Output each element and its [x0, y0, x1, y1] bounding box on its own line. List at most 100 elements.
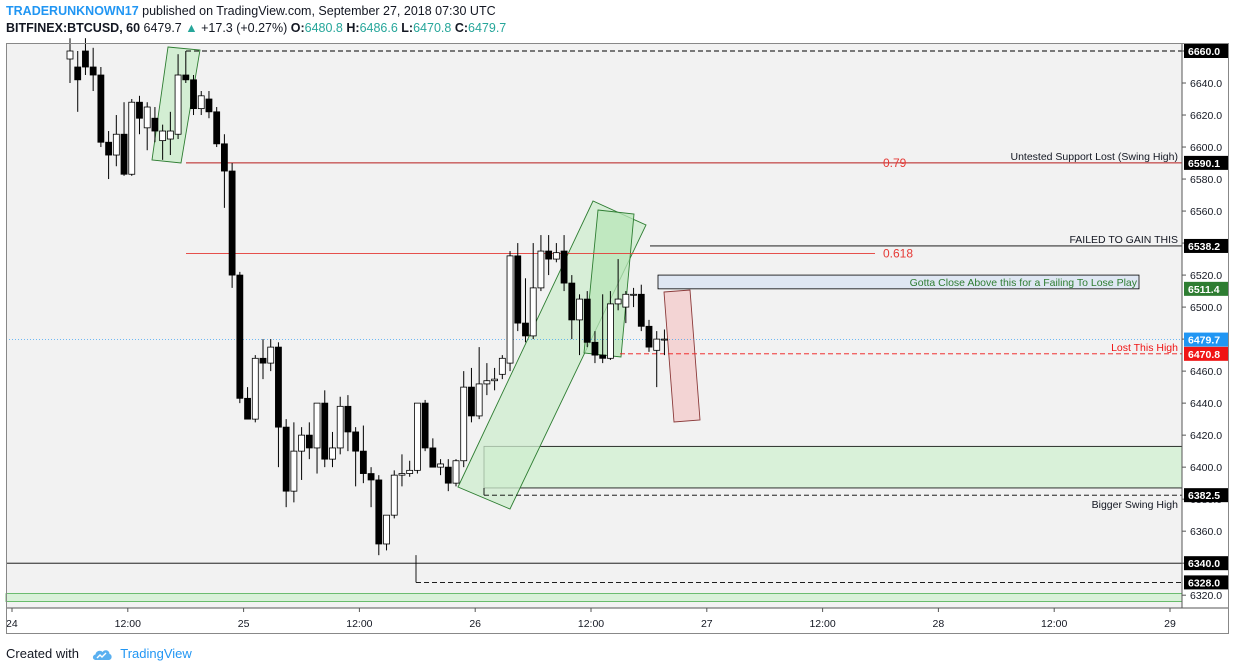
price-tag	[1184, 44, 1228, 59]
candle-body	[305, 434, 313, 449]
candle-body	[522, 322, 529, 337]
channel-box	[663, 289, 701, 423]
zones-layer	[5, 274, 1183, 602]
candle-body	[336, 405, 344, 449]
candle-body	[236, 274, 244, 399]
price-axis[interactable]	[1182, 43, 1229, 608]
low-value: 6470.8	[413, 21, 452, 35]
candle-body	[159, 130, 167, 142]
x-axis-labels: 24 12:00 25 12:00 26 12:00 27 12:00 28 12:00 29	[6, 608, 1176, 630]
time-axis[interactable]	[6, 608, 1229, 634]
candle-body	[607, 303, 614, 359]
open-value: 6480.8	[304, 21, 343, 35]
close-value: 6479.7	[468, 21, 507, 35]
candle-body	[545, 250, 553, 260]
y-tick-label: 6560.0	[1190, 206, 1222, 218]
candle-body	[599, 354, 607, 359]
x-tick-label: 12:00	[1041, 618, 1067, 630]
y-tick-label: 6460.0	[1190, 366, 1222, 378]
candle-body	[653, 338, 661, 351]
candle-body	[313, 402, 321, 449]
candle-body	[267, 346, 275, 364]
y-tick-label: 6500.0	[1190, 302, 1222, 314]
candle-body	[112, 133, 120, 156]
candle-body	[367, 473, 375, 481]
tradingview-cloud-icon	[92, 649, 112, 660]
price-tag-label: 6340.0	[1188, 558, 1220, 570]
candle-body	[614, 298, 622, 305]
zone-label: Gotta Close Above this for a Failing To …	[910, 277, 1138, 289]
candle-body	[128, 101, 136, 175]
zone-box	[657, 274, 1140, 290]
candle-body	[375, 479, 383, 545]
candle-body	[174, 74, 182, 135]
levels-layer	[6, 50, 1182, 583]
price-tag-label: 6511.4	[1188, 284, 1220, 296]
tradingview-brand-link[interactable]: TradingView	[120, 646, 192, 661]
candle-body	[475, 383, 483, 417]
candle-body	[136, 101, 143, 119]
candle-body	[82, 50, 89, 68]
candle-body	[576, 298, 583, 321]
candle-body	[429, 447, 437, 468]
candle-body	[275, 346, 282, 428]
candle-body	[421, 402, 429, 449]
x-tick-label: 12:00	[809, 618, 835, 630]
candle-body	[151, 117, 159, 132]
candle-body	[444, 466, 452, 484]
candle-body	[166, 130, 174, 140]
y-tick-label: 6580.0	[1190, 174, 1222, 186]
candle-body	[352, 431, 360, 452]
x-tick-label: 12:00	[346, 618, 372, 630]
author-link[interactable]: TRADERUNKNOWN17	[6, 4, 139, 18]
candle-body	[205, 98, 213, 113]
fib-label: 0.79	[883, 156, 907, 170]
up-arrow-icon: ▲	[185, 21, 198, 35]
price-tag	[1184, 556, 1228, 571]
symbol-label[interactable]: BITFINEX:BTCUSD, 60	[6, 21, 141, 35]
x-tick-label: 12:00	[115, 618, 141, 630]
y-tick-label: 6600.0	[1190, 142, 1222, 154]
candle-body	[89, 66, 97, 76]
low-label: L:	[401, 21, 414, 35]
price-tag-label: 6660.0	[1188, 46, 1220, 58]
price-tag-label: 6470.8	[1188, 349, 1220, 361]
labels-layer: Gotta Close Above this for a Failing To …	[883, 151, 1178, 511]
price-tag	[1184, 238, 1228, 253]
price-tag	[1184, 281, 1228, 296]
candles-layer	[66, 38, 668, 556]
candle-body	[282, 426, 290, 492]
candle-body	[452, 460, 460, 484]
candle-body	[329, 447, 336, 460]
y-tick-label: 6420.0	[1190, 430, 1222, 442]
candle-body	[460, 386, 468, 462]
y-tick-label: 6640.0	[1190, 78, 1222, 90]
x-tick-label: 25	[238, 618, 250, 630]
price-tag-label: 6382.5	[1188, 490, 1220, 502]
x-tick-label: 27	[701, 618, 713, 630]
candle-body	[514, 255, 522, 324]
y-tick-label: 6320.0	[1190, 590, 1222, 602]
last-price: 6479.7	[143, 21, 182, 35]
price-tag-label: 6590.1	[1188, 158, 1220, 170]
candle-body	[498, 357, 506, 375]
level-label: Lost This High	[1111, 342, 1178, 354]
candle-body	[568, 282, 576, 321]
price-chart[interactable]: Gotta Close Above this for a Failing To …	[0, 0, 1235, 640]
candle-body	[437, 463, 444, 468]
candle-body	[483, 380, 491, 385]
candle-body	[66, 50, 74, 60]
candle-body	[74, 66, 82, 81]
candle-body	[560, 250, 568, 284]
close-label: C:	[454, 21, 469, 35]
price-tag-label: 6328.0	[1188, 577, 1220, 589]
candle-body	[298, 434, 306, 452]
candle-body	[97, 74, 105, 143]
candle-body	[591, 341, 599, 356]
level-label: Untested Support Lost (Swing High)	[1010, 151, 1178, 163]
y-tick-label: 6520.0	[1190, 270, 1222, 282]
candle-body	[398, 473, 406, 476]
high-value: 6486.6	[359, 21, 398, 35]
candle-body	[143, 106, 151, 129]
chart-header: TRADERUNKNOWN17 published on TradingView…	[6, 3, 1206, 37]
